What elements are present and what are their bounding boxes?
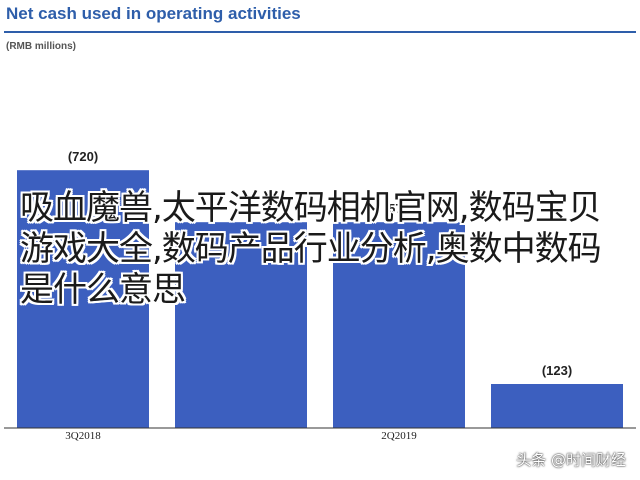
x-tick-label-0: 3Q2018 xyxy=(65,430,101,442)
data-label-0: (720) xyxy=(68,149,98,164)
chart-subtitle: (RMB millions) xyxy=(6,41,76,52)
bar-2 xyxy=(333,222,465,428)
data-label-2: (575) xyxy=(384,201,414,216)
title-rule xyxy=(4,31,636,33)
chart-title: Net cash used in operating activities xyxy=(6,4,301,23)
bar-3 xyxy=(491,384,623,428)
data-label-3: (123) xyxy=(542,363,572,378)
overlay-caption: 吸血魔兽,太平洋数码相机官网,数码宝贝游戏大全,数码产品行业分析,奥数中数码是什… xyxy=(20,188,602,310)
watermark: 头条 @时间财经 xyxy=(516,451,626,469)
bar-0 xyxy=(17,170,149,428)
x-tick-label-2: 2Q2019 xyxy=(381,430,417,442)
bar-1 xyxy=(175,222,307,428)
